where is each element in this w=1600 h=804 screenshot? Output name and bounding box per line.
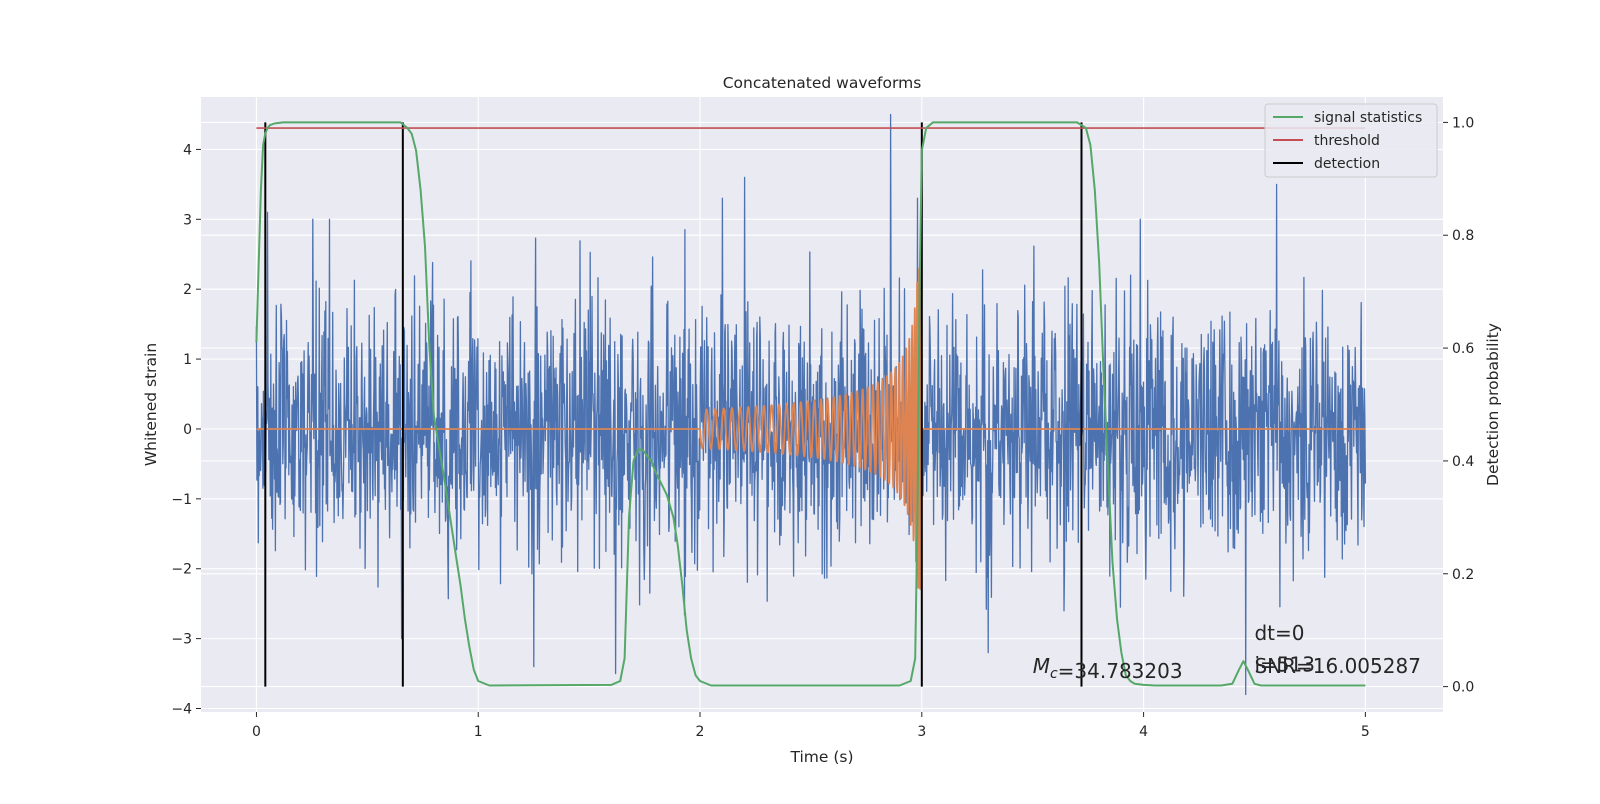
x-tick-label: 4 <box>1139 724 1148 740</box>
y-axis-label: Whitened strain <box>142 343 160 466</box>
chirp-mass-annotation: Mc=34.783203 <box>1033 654 1183 683</box>
dt-annotation: dt=0 <box>1254 621 1304 645</box>
legend-label-signal-statistics: signal statistics <box>1314 110 1422 126</box>
chirp-template-series <box>256 267 1366 591</box>
x-axis-label: Time (s) <box>789 748 853 766</box>
x-tick-label: 5 <box>1361 724 1370 740</box>
legend-label-detection: detection <box>1314 156 1380 172</box>
y-axis-right-label: Detection probability <box>1484 323 1502 486</box>
y-right-tick-label: 1.0 <box>1452 115 1474 131</box>
y-right-tick-label: 0.4 <box>1452 454 1474 470</box>
y-right-tick-label: 0.2 <box>1452 567 1474 583</box>
y-tick-label: 4 <box>183 142 192 158</box>
y-tick-label: 2 <box>183 282 192 298</box>
x-tick-label: 1 <box>474 724 483 740</box>
y-tick-label: −4 <box>171 702 192 718</box>
strain-noise-series <box>255 113 1367 696</box>
signal-statistics-series <box>255 121 1366 687</box>
axes: 0 1 2 3 4 5 −4 −3 −2 −1 0 1 2 3 4 0.0 0.2 0.4 0.6 0.8 1.0 <box>171 115 1474 740</box>
y-tick-label: 3 <box>183 212 192 228</box>
annotations: Mc=34.783203 dt=0 i=513 SNR=16.005287 <box>1033 621 1421 683</box>
y-tick-label: −1 <box>171 492 192 508</box>
chirp-mass-value: =34.783203 <box>1058 659 1183 683</box>
legend: signal statistics threshold detection <box>1264 103 1438 178</box>
y-tick-label: 0 <box>183 422 192 438</box>
chart-title: Concatenated waveforms <box>723 74 922 92</box>
x-tick-label: 2 <box>696 724 705 740</box>
series-layer <box>255 113 1367 696</box>
x-tick-label: 0 <box>252 724 261 740</box>
legend-label-threshold: threshold <box>1314 133 1380 149</box>
chirp-mass-symbol: M <box>1033 654 1050 678</box>
y-right-tick-label: 0.0 <box>1452 680 1474 696</box>
y-tick-label: 1 <box>183 352 192 368</box>
y-tick-label: −3 <box>171 632 192 648</box>
snr-annotation: SNR=16.005287 <box>1254 654 1420 678</box>
y-tick-label: −2 <box>171 562 192 578</box>
x-tick-label: 3 <box>917 724 926 740</box>
legend-box <box>1264 103 1438 178</box>
chirp-mass-subscript: c <box>1050 666 1058 682</box>
index-annotation: i=513 <box>1254 652 1315 676</box>
y-right-tick-label: 0.8 <box>1452 228 1474 244</box>
y-right-tick-label: 0.6 <box>1452 341 1474 357</box>
